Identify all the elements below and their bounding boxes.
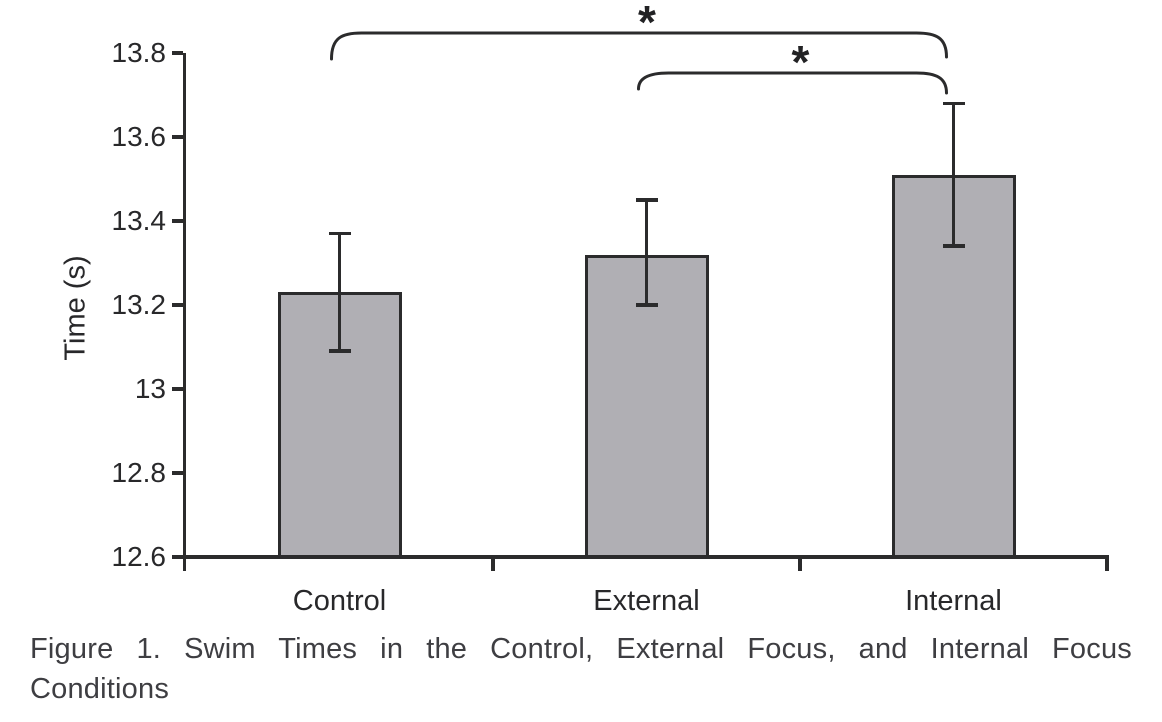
y-tick-label: 13.8 [111, 37, 167, 68]
y-tick-label: 13 [134, 373, 166, 404]
figure-caption: Figure 1. Swim Times in the Control, Ext… [30, 629, 1132, 709]
error-bar-cap-bottom-control [328, 349, 351, 353]
error-bar-line-external [644, 200, 649, 305]
y-axis-line [182, 53, 186, 571]
error-bar-cap-top-control [328, 231, 351, 236]
error-bar-cap-top-external [635, 198, 658, 202]
y-tick [171, 555, 183, 559]
category-label-internal: Internal [905, 585, 1002, 617]
error-bar-line-internal [951, 103, 956, 247]
x-tick [491, 555, 495, 571]
x-tick [798, 555, 802, 571]
significance-asterisk-external-internal: * [791, 36, 810, 88]
x-tick [1105, 555, 1109, 571]
figure-caption-line1: Figure 1. Swim Times in the Control, Ext… [30, 633, 1132, 665]
error-bar-cap-bottom-external [635, 303, 658, 307]
figure-caption-line2: Conditions [30, 673, 170, 705]
x-axis-line [182, 555, 1107, 559]
y-tick [171, 219, 183, 223]
y-tick [171, 303, 183, 307]
y-tick [171, 471, 183, 475]
y-tick [171, 387, 183, 391]
error-bar-cap-bottom-internal [942, 244, 965, 248]
y-tick-label: 12.8 [111, 457, 167, 488]
error-bar-line-control [337, 233, 342, 352]
significance-asterisk-control-internal: * [638, 0, 656, 48]
error-bar-cap-top-internal [942, 101, 965, 106]
y-tick-label: 13.6 [111, 121, 167, 152]
category-label-control: Control [292, 585, 387, 617]
y-axis-title: Time (s) [59, 255, 92, 361]
y-tick [171, 135, 183, 139]
y-tick [171, 51, 183, 55]
y-tick-label: 12.6 [111, 541, 167, 572]
category-label-external: External [593, 585, 700, 617]
y-tick-label: 13.4 [111, 205, 167, 236]
y-tick-label: 13.2 [111, 289, 167, 320]
